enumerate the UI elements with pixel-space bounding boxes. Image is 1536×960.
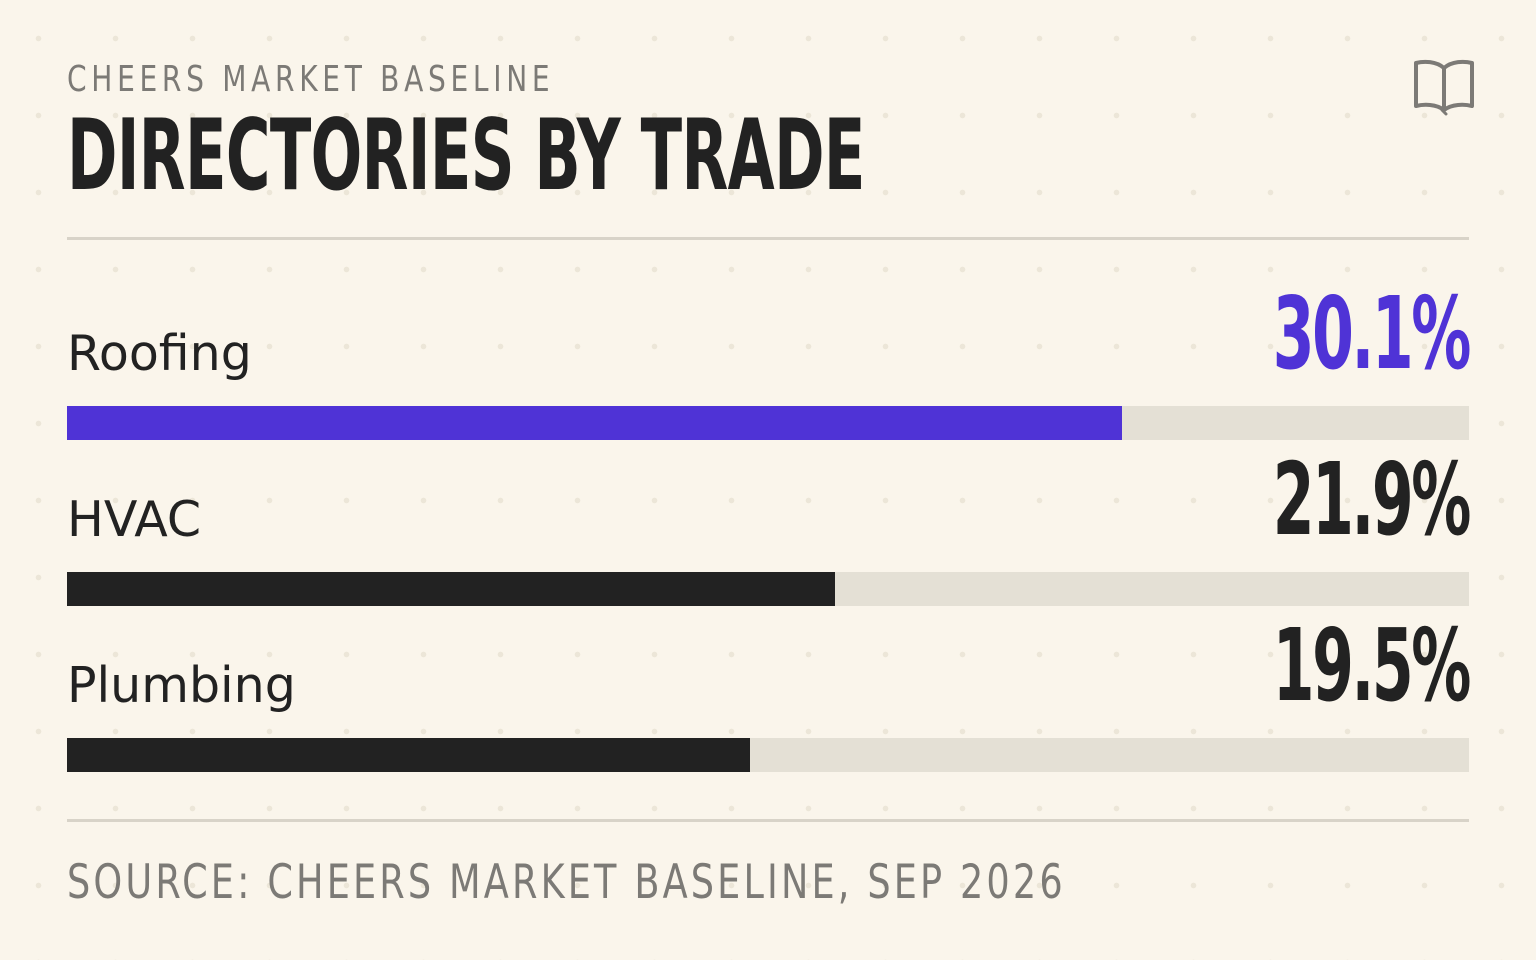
source-note: SOURCE: CHEERS MARKET BASELINE, SEP 2026 xyxy=(67,855,1066,910)
bar-value-label-roofing: 30.1% xyxy=(1272,275,1472,392)
bar-label-hvac: HVAC xyxy=(67,491,202,548)
bar-row-roofing: Roofing 30.1% xyxy=(67,272,1472,440)
divider-bottom xyxy=(67,819,1469,822)
bar-roofing xyxy=(67,406,1122,440)
bar-track-hvac xyxy=(67,572,1469,606)
bar-row-plumbing: Plumbing 19.5% xyxy=(67,604,1472,772)
divider-top xyxy=(67,237,1469,240)
bar-row-hvac: HVAC 21.9% xyxy=(67,438,1472,606)
bar-hvac xyxy=(67,572,835,606)
bar-label-roofing: Roofing xyxy=(67,325,252,382)
bar-track-roofing xyxy=(67,406,1469,440)
bar-value-label-hvac: 21.9% xyxy=(1272,441,1472,558)
book-icon xyxy=(1414,59,1474,116)
bar-track-plumbing xyxy=(67,738,1469,772)
chart-title: DIRECTORIES BY TRADE xyxy=(67,99,865,213)
chart-kicker: CHEERS MARKET BASELINE xyxy=(67,59,555,100)
bar-value-label-plumbing: 19.5% xyxy=(1272,607,1472,724)
bar-plumbing xyxy=(67,738,750,772)
bar-label-plumbing: Plumbing xyxy=(67,657,296,714)
